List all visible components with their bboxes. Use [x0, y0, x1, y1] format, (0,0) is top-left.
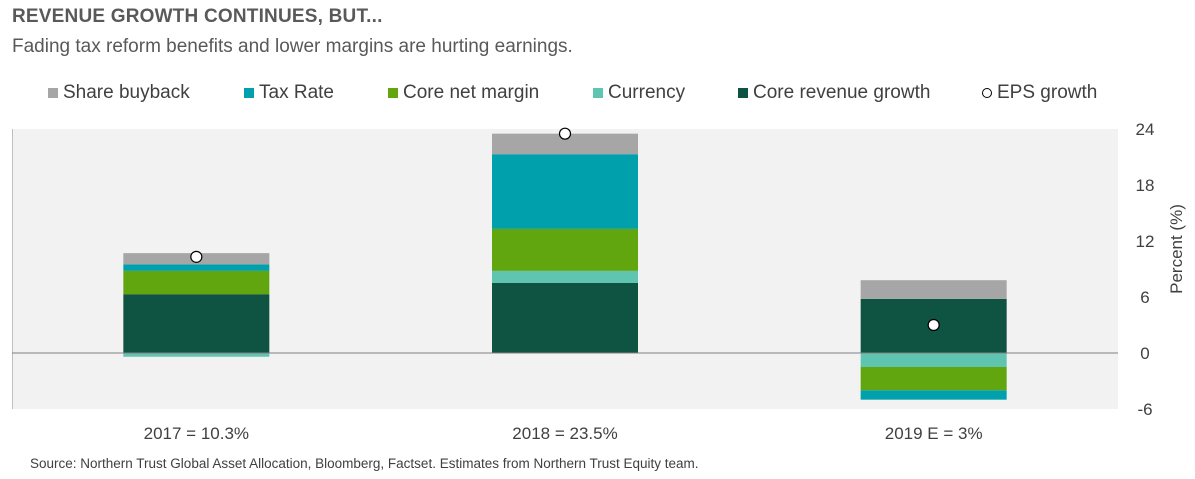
legend-item-core-revenue-growth: Core revenue growth [738, 82, 930, 104]
x-category-label: 2018 = 23.5% [512, 424, 617, 443]
legend-swatch [738, 88, 748, 98]
legend-label: Tax Rate [259, 82, 334, 103]
legend-swatch [982, 88, 992, 98]
eps-growth-marker [558, 127, 572, 140]
y-tick-label: -6 [1137, 400, 1152, 419]
bar-core-revenue-growth [492, 283, 638, 353]
legend-label: Currency [608, 82, 686, 103]
legend-label: Core revenue growth [753, 82, 931, 103]
x-category-label: 2017 = 10.3% [144, 424, 249, 443]
legend-item-currency: Currency [593, 82, 685, 104]
legend-item-share-buyback: Share buyback [48, 82, 190, 104]
chart-subtitle: Fading tax reform benefits and lower mar… [12, 36, 573, 57]
legend-swatch [388, 88, 398, 98]
legend-item-tax-rate: Tax Rate [244, 82, 334, 104]
bar-currency [123, 353, 270, 357]
legend-swatch [593, 88, 603, 98]
y-axis-label: Percent (%) [1167, 204, 1186, 294]
bar-tax-rate [860, 390, 1007, 400]
y-tick-label: 18 [1136, 176, 1155, 195]
bar-share-buyback [860, 280, 1007, 299]
y-tick-label: 24 [1136, 120, 1155, 139]
bar-core-net-margin [492, 228, 638, 271]
legend-item-eps-growth: EPS growth [982, 82, 1097, 104]
legend-swatch [244, 88, 254, 98]
bar-core-net-margin [860, 367, 1007, 391]
legend: Share buyback Tax Rate Core net margin Curr… [0, 82, 1195, 104]
bar-tax-rate [492, 154, 638, 229]
legend-label: Core net margin [403, 82, 540, 103]
y-tick-label: 12 [1136, 232, 1155, 251]
legend-label: Share buyback [63, 82, 190, 103]
bar-currency [860, 353, 1007, 367]
chart-title: REVENUE GROWTH CONTINUES, BUT... [12, 6, 383, 27]
bar-currency [492, 270, 638, 283]
y-tick-label: 0 [1140, 344, 1149, 363]
bar-share-buyback [492, 133, 638, 155]
eps-growth-marker [927, 318, 940, 332]
bar-core-net-margin [123, 270, 270, 295]
bar-core-revenue-growth [123, 294, 270, 353]
legend-swatch [48, 88, 58, 98]
source-note: Source: Northern Trust Global Asset Allo… [30, 456, 699, 471]
legend-item-core-net-margin: Core net margin [388, 82, 539, 104]
eps-growth-marker [190, 250, 203, 263]
legend-label: EPS growth [997, 82, 1098, 103]
y-tick-label: 6 [1140, 288, 1149, 307]
x-category-label: 2019 E = 3% [885, 424, 983, 443]
bar-tax-rate [123, 264, 270, 271]
